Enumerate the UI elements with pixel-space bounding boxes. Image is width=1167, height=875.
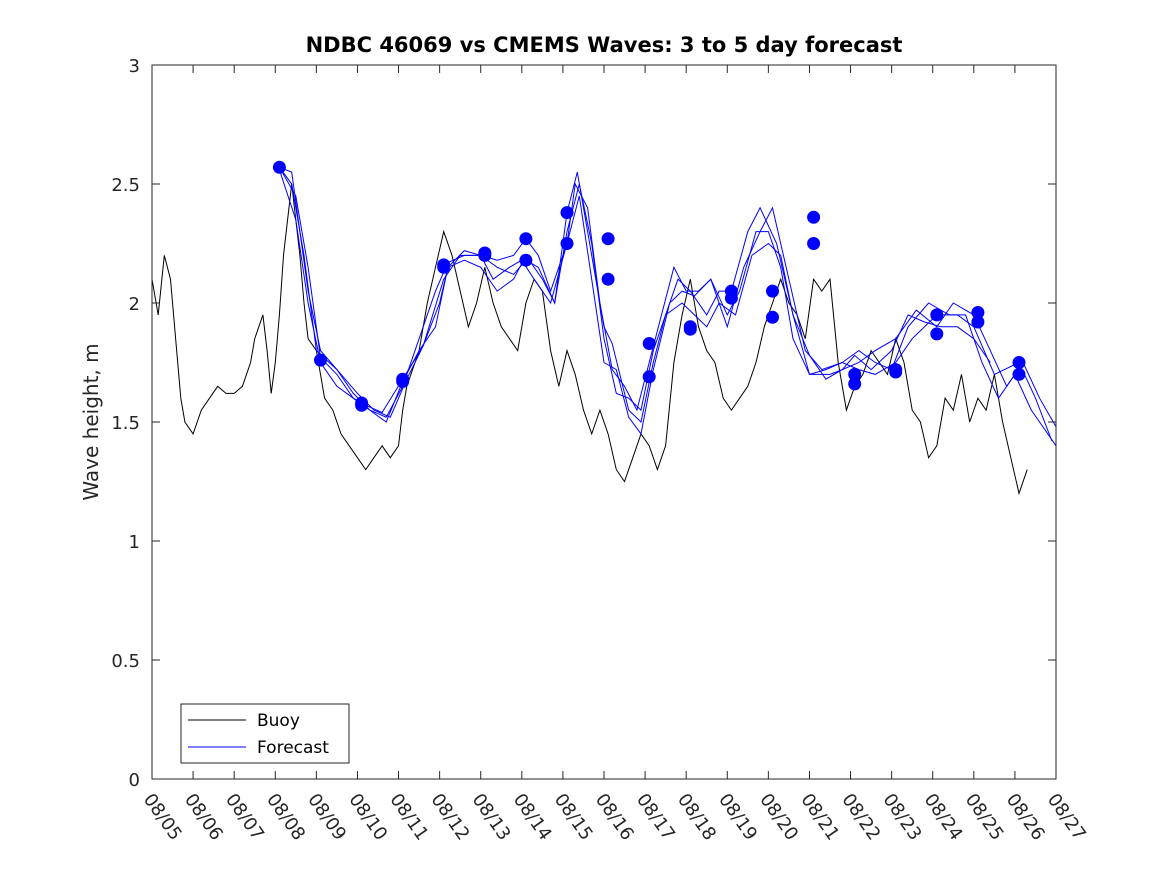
- forecast-marker: [807, 210, 821, 224]
- forecast-marker: [560, 206, 574, 220]
- forecast-marker: [930, 327, 944, 341]
- legend: Buoy Forecast: [180, 703, 350, 764]
- legend-forecast-label: Forecast: [257, 738, 329, 758]
- legend-box: [180, 703, 350, 764]
- forecast-marker: [971, 306, 985, 319]
- series-line-forecast-3: [278, 167, 1057, 447]
- forecast-marker: [848, 377, 862, 391]
- y-tick-label: 1: [129, 532, 140, 553]
- y-tick-label: 2.5: [111, 175, 140, 196]
- forecast-marker: [848, 367, 862, 381]
- forecast-marker: [519, 232, 533, 246]
- forecast-marker: [396, 375, 410, 388]
- y-tick-label: 3: [129, 56, 140, 77]
- forecast-marker: [478, 246, 492, 260]
- y-tick-label: 2: [129, 294, 140, 315]
- forecast-marker: [314, 353, 327, 367]
- forecast-marker: [642, 370, 656, 384]
- forecast-marker: [1012, 356, 1026, 369]
- marker-layer: [272, 160, 1026, 412]
- y-axis: 0 0.5 1 1.5 2 2.5 3: [111, 56, 1056, 791]
- forecast-marker: [683, 322, 697, 336]
- y-tick-label: 1.5: [111, 413, 140, 434]
- forecast-marker: [971, 315, 985, 329]
- forecast-marker: [807, 237, 821, 250]
- forecast-marker: [1012, 367, 1026, 381]
- chart-title: NDBC 46069 vs CMEMS Waves: 3 to 5 day fo…: [306, 33, 903, 57]
- forecast-marker: [560, 237, 574, 250]
- forecast-marker: [355, 398, 369, 412]
- forecast-marker: [724, 291, 738, 305]
- forecast-marker: [642, 337, 656, 350]
- series-line-buoy: [151, 183, 1028, 496]
- forecast-marker: [601, 232, 615, 246]
- forecast-marker: [766, 310, 779, 324]
- y-tick-label: 0.5: [111, 651, 140, 672]
- forecast-marker: [601, 272, 615, 286]
- forecast-marker: [272, 160, 286, 174]
- y-tick-label: 0: [129, 770, 140, 791]
- forecast-marker: [889, 365, 903, 379]
- forecast-marker: [437, 258, 451, 272]
- y-axis-label: Wave height, m: [79, 343, 103, 500]
- forecast-marker: [519, 253, 533, 267]
- forecast-marker: [930, 308, 944, 322]
- forecast-marker: [766, 284, 779, 298]
- legend-buoy-label: Buoy: [257, 711, 300, 731]
